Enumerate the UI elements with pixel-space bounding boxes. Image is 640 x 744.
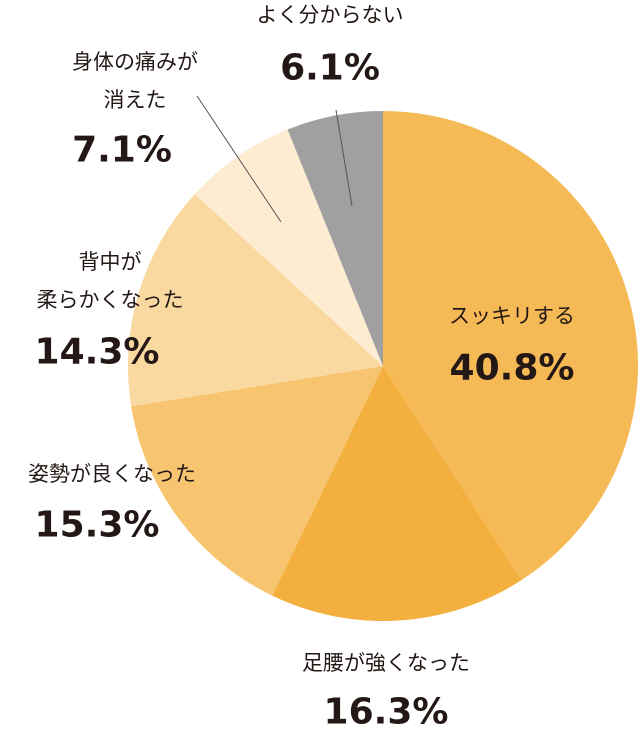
category-label: 身体の痛みが 消えた: [72, 50, 198, 112]
category-label: よく分からない: [256, 3, 404, 27]
value-label: 16.3%: [323, 691, 449, 733]
pie-slice: [128, 193, 383, 407]
pie-slice: [131, 366, 383, 596]
category-label: スッキリする: [449, 304, 575, 328]
pie-slice: [287, 111, 383, 366]
pie-slice: [383, 111, 639, 580]
leader-line: [196, 95, 282, 223]
value-label: 7.1%: [72, 129, 172, 171]
pie-slice: [272, 366, 522, 621]
category-label: 足腰が強くなった: [302, 651, 470, 675]
value-label: 6.1%: [280, 47, 380, 89]
value-label: 15.3%: [34, 504, 160, 546]
category-label: 姿勢が良くなった: [28, 462, 196, 486]
value-label: 40.8%: [449, 347, 575, 389]
leader-line: [335, 109, 353, 207]
value-label: 14.3%: [34, 331, 160, 373]
category-label: 背中が 柔らかくなった: [36, 250, 184, 312]
pie-slice: [194, 129, 383, 366]
